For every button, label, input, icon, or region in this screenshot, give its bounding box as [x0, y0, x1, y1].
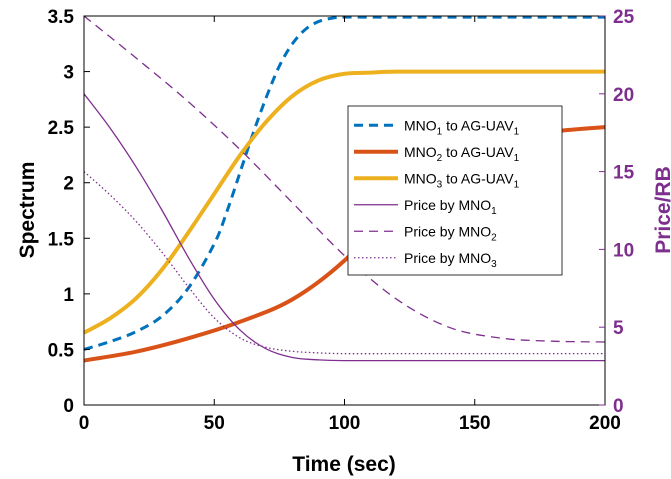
y-left-tick-label: 3 — [63, 63, 74, 84]
y-left-tick-label: 3.5 — [48, 7, 75, 28]
y-left-tick-label: 1 — [63, 285, 74, 306]
x-tick-label: 50 — [204, 413, 225, 434]
legend-label: Price by MNO1 — [404, 197, 497, 217]
plot-lines — [83, 15, 606, 363]
y-right-tick-label: 0 — [613, 396, 624, 417]
y-left-tick-label: 2 — [63, 174, 74, 195]
y-right-tick-label: 10 — [613, 240, 634, 261]
x-tick-label: 100 — [329, 413, 361, 434]
ticks — [83, 15, 606, 406]
y-right-tick-label: 25 — [613, 7, 635, 28]
x-axis-label: Time (sec) — [292, 453, 396, 476]
y-right-tick-label: 5 — [613, 318, 624, 339]
y-left-tick-label: 0.5 — [48, 340, 75, 361]
x-tick-label: 200 — [589, 413, 621, 434]
x-tick-label: 0 — [79, 413, 90, 434]
series-line-5 — [83, 15, 606, 343]
y-axis-left-label: Spectrum — [16, 162, 39, 259]
legend-label: MNO2 to AG-UAV1 — [404, 144, 520, 164]
series-line-1 — [83, 15, 605, 351]
y-left-tick-label: 1.5 — [48, 229, 75, 250]
y-right-tick-label: 15 — [613, 163, 635, 184]
legend-label: Price by MNO3 — [404, 250, 497, 270]
legend: MNO1 to AG-UAV1 MNO2 to AG-UAV1 MNO3 to AG… — [347, 105, 563, 276]
y-left-tick-label: 0 — [63, 396, 74, 417]
legend-label: MNO3 to AG-UAV1 — [404, 170, 520, 190]
y-axis-right-label: Price/RB — [652, 166, 671, 254]
y-left-tick-label: 2.5 — [48, 118, 75, 139]
legend-label: Price by MNO2 — [404, 223, 497, 243]
legend-label: MNO1 to AG-UAV1 — [404, 117, 520, 137]
x-tick-label: 150 — [459, 413, 491, 434]
y-right-tick-label: 20 — [613, 85, 634, 106]
series-line-3 — [83, 69, 605, 335]
legend-box — [347, 105, 563, 276]
series-line-6 — [83, 171, 605, 355]
